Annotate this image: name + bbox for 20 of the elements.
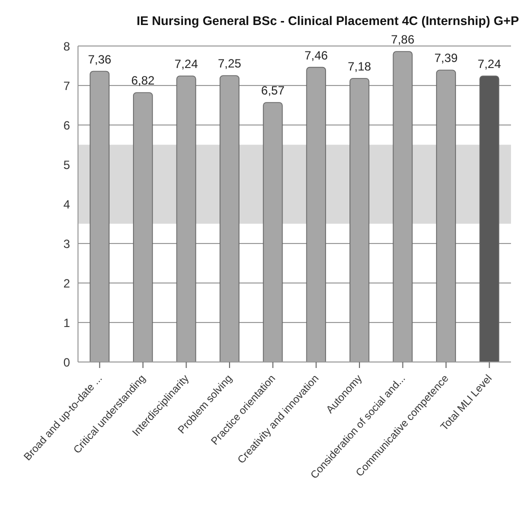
data-label: 7,25 — [218, 56, 242, 71]
y-tick-label: 6 — [63, 118, 70, 132]
y-tick-label: 8 — [63, 39, 70, 54]
y-tick-label: 7 — [63, 78, 70, 93]
y-tick-label: 3 — [63, 236, 70, 251]
y-tick-label: 0 — [63, 355, 70, 370]
chart-title: IE Nursing General BSc - Clinical Placement 4C (Internship) G+P — [136, 14, 519, 28]
data-label: 6,57 — [261, 83, 285, 98]
y-tick-label: 2 — [63, 276, 70, 290]
data-label: 6,82 — [131, 74, 155, 88]
y-tick-label: 4 — [63, 197, 70, 212]
data-label: 7,39 — [434, 51, 458, 66]
data-label: 7,46 — [304, 48, 328, 62]
data-label: 7,24 — [478, 57, 502, 72]
data-label: 7,18 — [348, 59, 372, 74]
data-label: 7,86 — [391, 32, 415, 47]
data-label: 7,36 — [88, 52, 112, 66]
y-tick-label: 1 — [63, 316, 70, 330]
y-tick-label: 5 — [63, 158, 70, 172]
data-label: 7,24 — [174, 57, 198, 72]
